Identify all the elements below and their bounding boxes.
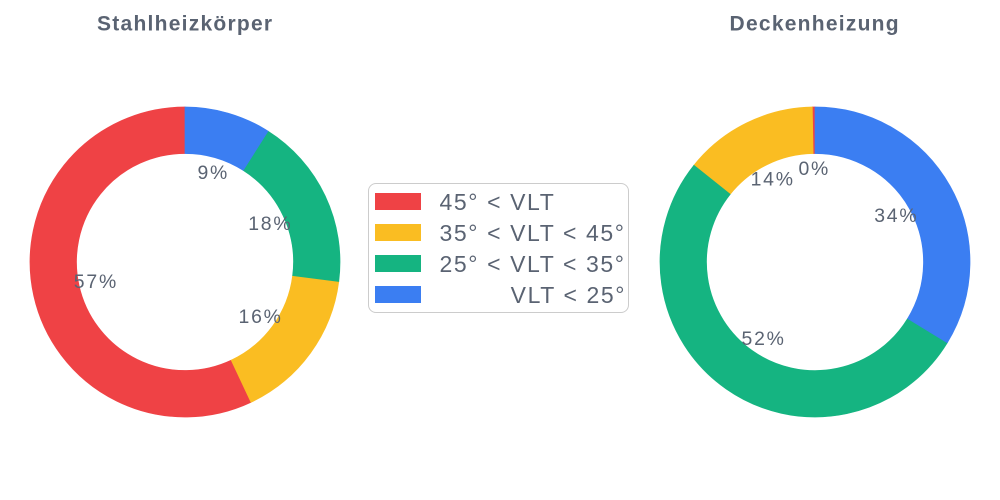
svg-text:52%: 52% xyxy=(741,328,785,350)
svg-text:14%: 14% xyxy=(751,168,795,190)
svg-text:Stahlheizkörper: Stahlheizkörper xyxy=(97,13,273,36)
svg-text:9%: 9% xyxy=(197,162,229,184)
svg-text:57%: 57% xyxy=(74,271,118,293)
svg-text:18%: 18% xyxy=(248,213,292,235)
svg-text:Deckenheizung: Deckenheizung xyxy=(730,13,900,36)
svg-text:0%: 0% xyxy=(798,158,830,180)
svg-text:16%: 16% xyxy=(238,306,282,328)
svg-text:34%: 34% xyxy=(874,205,918,227)
